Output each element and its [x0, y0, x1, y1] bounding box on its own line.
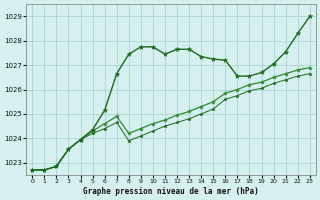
X-axis label: Graphe pression niveau de la mer (hPa): Graphe pression niveau de la mer (hPa) [83, 187, 259, 196]
